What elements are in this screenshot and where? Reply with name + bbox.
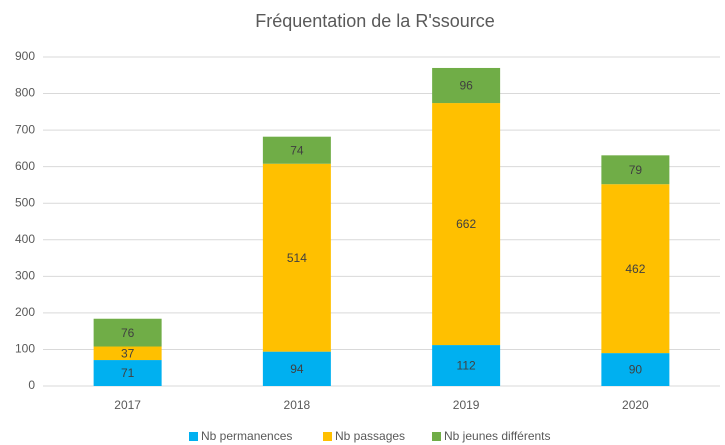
- chart-title: Fréquentation de la R'ssource: [255, 11, 495, 31]
- y-tick-label: 700: [15, 122, 35, 136]
- legend-swatch: [189, 432, 198, 441]
- data-label: 662: [456, 217, 476, 231]
- y-tick-label: 300: [15, 269, 35, 283]
- data-label: 90: [629, 363, 643, 377]
- y-tick-label: 800: [15, 86, 35, 100]
- legend-label: Nb jeunes différents: [444, 429, 551, 443]
- data-label: 112: [457, 359, 476, 373]
- y-tick-label: 100: [15, 342, 35, 356]
- y-tick-label: 200: [15, 305, 35, 319]
- y-tick-label: 600: [15, 159, 35, 173]
- x-tick-label: 2018: [284, 398, 311, 412]
- bar-segment: [262, 351, 331, 386]
- data-label: 462: [625, 262, 645, 276]
- data-label: 79: [629, 163, 643, 177]
- legend-label: Nb permanences: [201, 429, 292, 443]
- bar-segment: [93, 360, 162, 386]
- data-label: 94: [290, 362, 304, 376]
- y-tick-label: 500: [15, 195, 35, 209]
- bar-segment: [262, 163, 331, 352]
- bar-segment: [93, 346, 162, 361]
- data-label: 74: [290, 143, 304, 157]
- bar-segment: [601, 155, 670, 185]
- bar-segment: [432, 345, 501, 386]
- data-label: 96: [459, 79, 473, 93]
- legend-swatch: [432, 432, 441, 441]
- x-tick-label: 2020: [622, 398, 649, 412]
- data-label: 71: [121, 366, 135, 380]
- data-label: 76: [121, 326, 135, 340]
- bar-segment: [93, 318, 162, 347]
- bar-segment: [262, 136, 331, 164]
- bar-segment: [432, 67, 501, 104]
- data-label: 37: [121, 346, 135, 360]
- x-tick-label: 2017: [114, 398, 141, 412]
- y-tick-label: 400: [15, 232, 35, 246]
- bar-segment: [601, 353, 670, 386]
- bar-segment: [432, 103, 501, 346]
- legend-label: Nb passages: [335, 429, 405, 443]
- data-label: 514: [287, 251, 307, 265]
- bar-segment: [601, 184, 670, 354]
- y-tick-label: 900: [15, 49, 35, 63]
- x-tick-label: 2019: [453, 398, 480, 412]
- legend-swatch: [323, 432, 332, 441]
- y-tick-label: 0: [28, 378, 35, 392]
